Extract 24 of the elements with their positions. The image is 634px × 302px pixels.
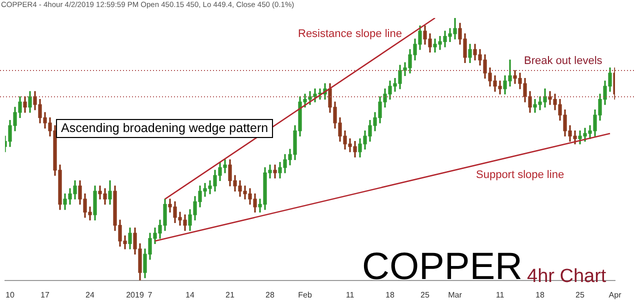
x-tick-label: 11 xyxy=(496,290,505,300)
x-tick-label: 28 xyxy=(266,290,275,300)
x-tick-label: 25 xyxy=(420,290,430,300)
x-tick-label: 17 xyxy=(40,290,50,300)
x-tick-label: 2019 xyxy=(126,290,144,300)
x-tick-label: 11 xyxy=(346,290,355,300)
text: 4hr Chart xyxy=(527,266,606,287)
x-tick-label: 14 xyxy=(186,290,195,300)
x-tick-label: Mar xyxy=(448,290,462,300)
x-tick-label: 25 xyxy=(576,290,585,300)
x-tick-label: 24 xyxy=(86,290,95,300)
x-tick-label: Feb xyxy=(298,290,312,300)
candlestick xyxy=(273,164,277,178)
x-tick-label: 21 xyxy=(226,290,235,300)
x-tick-label: 7 xyxy=(148,290,153,300)
x-tick-label: Apr xyxy=(608,290,622,300)
series-label: Resistance slope line xyxy=(298,28,402,40)
x-tick-label: 10 xyxy=(6,290,15,300)
x-tick-label: 18 xyxy=(386,290,395,300)
text: COPPER xyxy=(362,246,522,288)
x-tick-label: 18 xyxy=(536,290,545,300)
series-label: Support slope line xyxy=(476,169,564,181)
annotation: Ascending broadening wedge pattern xyxy=(56,119,274,138)
ref-line-label: Break out levels xyxy=(524,55,602,68)
